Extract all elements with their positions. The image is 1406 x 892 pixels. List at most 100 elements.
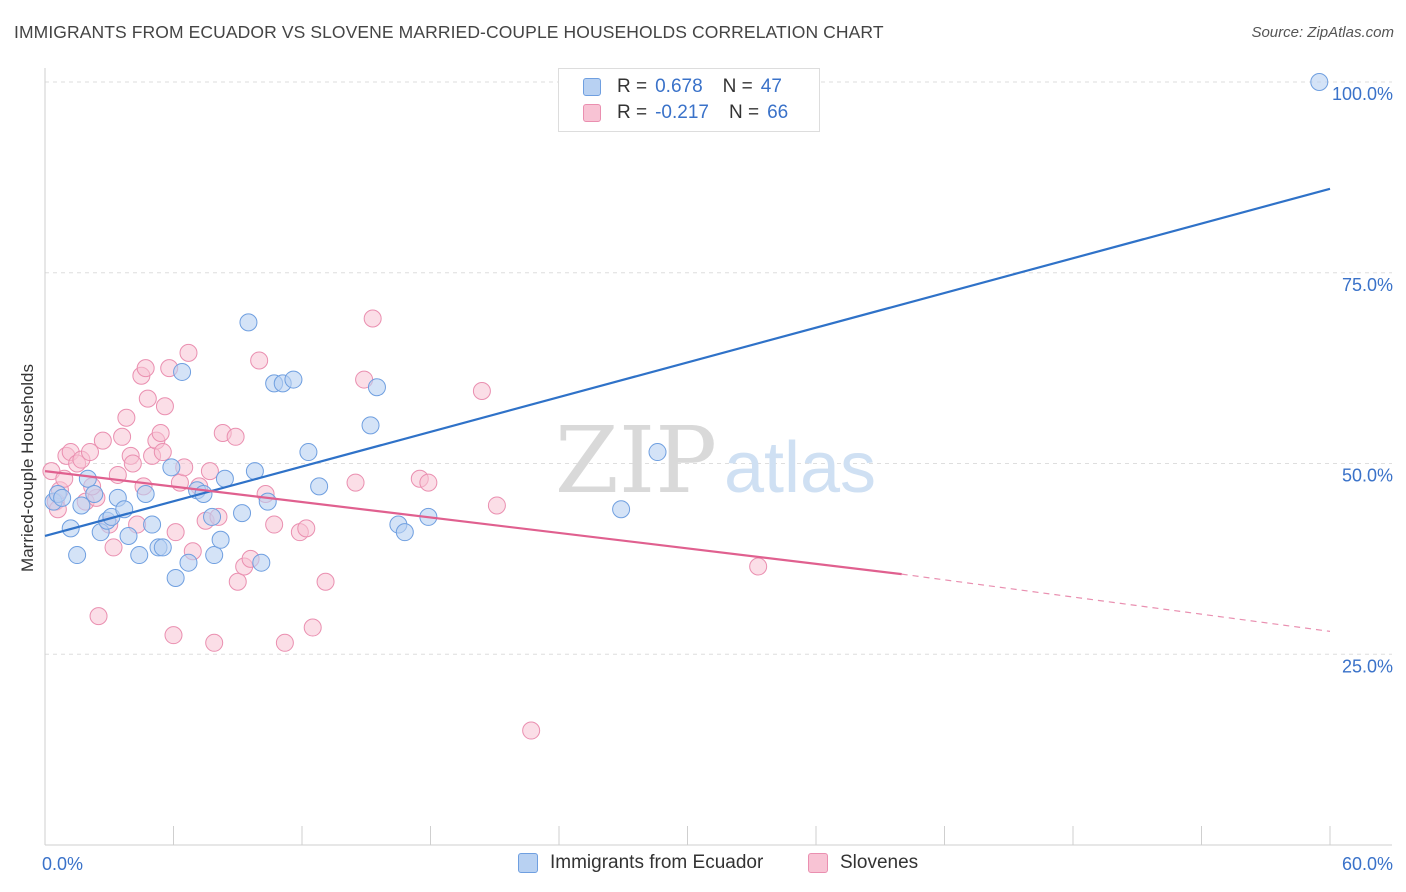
ecuador-point xyxy=(284,370,303,389)
slovenes-point xyxy=(265,515,284,534)
slovenes-point xyxy=(123,454,142,473)
ecuador-point xyxy=(78,469,97,488)
series-swatch-blue xyxy=(518,853,538,873)
legend-r-value: 0.678 xyxy=(655,76,703,97)
slovenes-point xyxy=(153,443,172,462)
slovenes-point xyxy=(749,557,768,576)
legend-swatch-blue xyxy=(583,78,601,96)
ecuador-point xyxy=(299,443,318,462)
slovenes-point xyxy=(522,721,541,740)
tick-labels: 25.0% 50.0% 75.0% 100.0% 0.0% 60.0% xyxy=(42,84,1393,874)
slovenes-point xyxy=(200,462,219,481)
y-tick-label: 50.0% xyxy=(1342,466,1393,486)
legend-swatch-pink xyxy=(583,104,601,122)
ecuador-point xyxy=(153,538,172,557)
ecuador-point xyxy=(367,378,386,397)
series-legend-slovenes: Slovenes xyxy=(808,852,918,874)
ecuador-point xyxy=(179,553,198,572)
slovenes-point xyxy=(226,427,245,446)
slovenes-point xyxy=(297,519,316,538)
slovenes-point xyxy=(472,382,491,401)
ecuador-point xyxy=(258,492,277,511)
slovenes-points xyxy=(42,309,768,740)
series-name-slovenes: Slovenes xyxy=(840,852,919,873)
legend-n-value: 47 xyxy=(760,76,782,97)
y-tick-label: 25.0% xyxy=(1342,656,1393,676)
slovenes-point xyxy=(419,473,438,492)
legend-r-label: R = xyxy=(617,102,648,123)
ecuador-point xyxy=(72,496,91,515)
series-name-ecuador: Immigrants from Ecuador xyxy=(550,852,764,873)
ecuador-point xyxy=(85,485,104,504)
ecuador-point xyxy=(53,488,72,507)
watermark-atlas: atlas xyxy=(724,428,876,508)
x-tick-label: 60.0% xyxy=(1342,854,1393,874)
ecuador-point xyxy=(239,313,258,332)
ecuador-point xyxy=(166,568,185,587)
ecuador-point xyxy=(252,553,271,572)
legend-r-label: R = xyxy=(617,76,648,97)
watermark: ZIP atlas xyxy=(555,407,876,514)
slovenes-point xyxy=(363,309,382,328)
slovenes-point xyxy=(228,572,247,591)
ecuador-point xyxy=(136,485,155,504)
slovenes-point xyxy=(205,633,224,652)
correlation-legend: R = 0.678 N = 47 R = -0.217 N = 66 xyxy=(558,68,820,132)
ecuador-point xyxy=(68,546,87,565)
slovenes-trend-line xyxy=(44,470,902,576)
source-credit: Source: ZipAtlas.com xyxy=(1251,24,1394,41)
slovenes-point xyxy=(151,423,170,442)
legend-n-label: N = xyxy=(728,102,760,123)
series-legend-ecuador: Immigrants from Ecuador xyxy=(518,852,763,874)
slovenes-point xyxy=(487,496,506,515)
slovenes-point xyxy=(93,431,112,450)
slovenes-point xyxy=(104,538,123,557)
ecuador-point xyxy=(162,458,181,477)
grid-lines xyxy=(45,81,1392,655)
ecuador-point xyxy=(395,523,414,542)
slovenes-point xyxy=(316,572,335,591)
ecuador-point xyxy=(612,500,631,519)
slovenes-point xyxy=(164,626,183,645)
slovenes-point xyxy=(80,443,99,462)
axes xyxy=(44,68,1392,846)
ecuador-point xyxy=(211,530,230,549)
slovenes-point xyxy=(250,351,269,370)
slovenes-point xyxy=(275,633,294,652)
slovenes-point xyxy=(117,408,136,427)
slovenes-point xyxy=(346,473,365,492)
ecuador-point xyxy=(361,416,380,435)
ecuador-point xyxy=(648,443,667,462)
legend-n-value: 66 xyxy=(767,102,789,123)
x-tick-label: 0.0% xyxy=(42,854,83,874)
ecuador-trend-line xyxy=(44,187,1331,538)
ecuador-point xyxy=(1310,73,1329,91)
series-swatch-pink xyxy=(808,853,828,873)
watermark-zip: ZIP xyxy=(555,407,717,514)
ecuador-point xyxy=(233,504,252,523)
legend-n-label: N = xyxy=(722,76,753,97)
ecuador-point xyxy=(143,515,162,534)
legend-r-value: -0.217 xyxy=(655,102,709,123)
ecuador-point xyxy=(205,546,224,565)
slovenes-point xyxy=(138,389,157,408)
y-axis-label: Married-couple Households xyxy=(18,364,37,572)
legend-row-slovenes: R = -0.217 N = 66 xyxy=(583,101,808,125)
slovenes-point xyxy=(113,427,132,446)
slovenes-point xyxy=(303,618,322,637)
slovenes-trend-extension xyxy=(901,573,1331,632)
ecuador-point xyxy=(130,546,149,565)
slovenes-point xyxy=(136,359,155,378)
slovenes-point xyxy=(166,523,185,542)
y-tick-label: 75.0% xyxy=(1342,275,1393,295)
legend-row-ecuador: R = 0.678 N = 47 xyxy=(583,75,802,99)
trend-lines xyxy=(44,187,1331,632)
ecuador-point xyxy=(119,526,138,545)
chart-title: IMMIGRANTS FROM ECUADOR VS SLOVENE MARRI… xyxy=(14,22,884,42)
slovenes-point xyxy=(155,397,174,416)
slovenes-point xyxy=(89,607,108,626)
slovenes-point xyxy=(179,343,198,362)
ecuador-point xyxy=(310,477,329,496)
ecuador-point xyxy=(173,362,192,381)
